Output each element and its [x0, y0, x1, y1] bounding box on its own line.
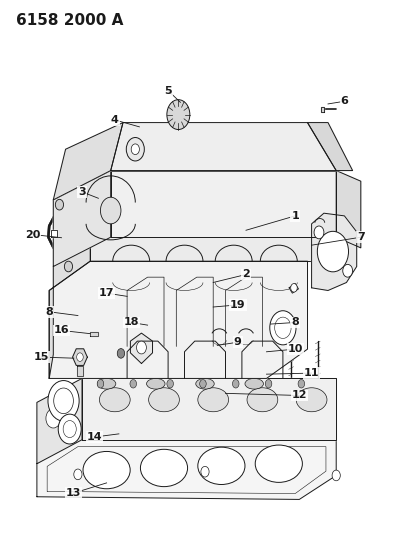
Circle shape: [200, 466, 209, 477]
Polygon shape: [82, 378, 335, 440]
Circle shape: [55, 199, 63, 210]
Polygon shape: [37, 440, 335, 499]
Polygon shape: [77, 366, 83, 376]
Text: 8: 8: [45, 307, 53, 317]
Polygon shape: [110, 123, 335, 171]
Circle shape: [117, 349, 124, 358]
Text: 5: 5: [164, 86, 171, 95]
Circle shape: [290, 284, 297, 292]
Circle shape: [297, 379, 304, 388]
Text: 18: 18: [123, 318, 139, 327]
Circle shape: [126, 138, 144, 161]
Ellipse shape: [198, 388, 228, 411]
Text: 20: 20: [25, 230, 40, 239]
Text: 6158 2000 A: 6158 2000 A: [16, 13, 124, 28]
Text: 9: 9: [233, 337, 241, 347]
Polygon shape: [53, 123, 123, 200]
Circle shape: [100, 197, 121, 224]
Text: 15: 15: [33, 352, 49, 362]
Circle shape: [199, 379, 206, 388]
Circle shape: [58, 414, 81, 444]
Circle shape: [265, 379, 271, 388]
Polygon shape: [130, 333, 152, 364]
Text: 13: 13: [66, 488, 81, 498]
Text: 2: 2: [242, 270, 249, 279]
Circle shape: [74, 469, 82, 480]
Text: 3: 3: [78, 187, 85, 197]
Ellipse shape: [196, 378, 213, 389]
Circle shape: [166, 100, 189, 130]
Text: 4: 4: [110, 115, 119, 125]
Text: 19: 19: [229, 300, 245, 310]
Polygon shape: [90, 237, 335, 261]
Circle shape: [76, 353, 83, 361]
Circle shape: [274, 317, 290, 338]
Text: 14: 14: [86, 432, 102, 442]
Polygon shape: [51, 230, 57, 237]
Polygon shape: [90, 332, 98, 336]
Circle shape: [313, 226, 323, 239]
Circle shape: [97, 379, 103, 388]
Circle shape: [63, 421, 76, 438]
Circle shape: [166, 379, 173, 388]
Circle shape: [232, 379, 238, 388]
Ellipse shape: [295, 388, 326, 411]
Circle shape: [269, 311, 295, 345]
Text: 12: 12: [291, 391, 306, 400]
Ellipse shape: [246, 388, 277, 411]
Text: 10: 10: [287, 344, 302, 354]
Polygon shape: [335, 171, 360, 248]
Polygon shape: [72, 349, 87, 366]
Circle shape: [317, 231, 348, 272]
Circle shape: [131, 144, 139, 155]
Text: 17: 17: [99, 288, 114, 298]
Text: 16: 16: [54, 326, 69, 335]
Circle shape: [54, 388, 73, 414]
Polygon shape: [53, 171, 110, 266]
Ellipse shape: [254, 445, 302, 482]
Polygon shape: [37, 378, 82, 464]
Circle shape: [64, 261, 72, 272]
Text: 8: 8: [291, 318, 298, 327]
Polygon shape: [311, 213, 356, 290]
Polygon shape: [288, 284, 298, 293]
Polygon shape: [320, 107, 323, 112]
Circle shape: [331, 470, 339, 481]
Polygon shape: [49, 237, 90, 378]
Text: 1: 1: [291, 211, 298, 221]
Circle shape: [342, 264, 352, 277]
Circle shape: [46, 409, 61, 428]
Text: 7: 7: [356, 232, 364, 242]
Ellipse shape: [198, 447, 245, 484]
Ellipse shape: [244, 378, 263, 389]
Ellipse shape: [99, 388, 130, 411]
Circle shape: [130, 379, 136, 388]
Polygon shape: [49, 261, 307, 378]
Ellipse shape: [83, 451, 130, 489]
Circle shape: [136, 341, 146, 354]
Circle shape: [48, 381, 79, 421]
Ellipse shape: [140, 449, 187, 487]
Ellipse shape: [97, 378, 116, 389]
Ellipse shape: [146, 378, 164, 389]
Polygon shape: [307, 123, 352, 171]
Polygon shape: [110, 171, 335, 237]
Text: 11: 11: [303, 368, 319, 378]
Text: 6: 6: [339, 96, 348, 106]
Ellipse shape: [148, 388, 179, 411]
